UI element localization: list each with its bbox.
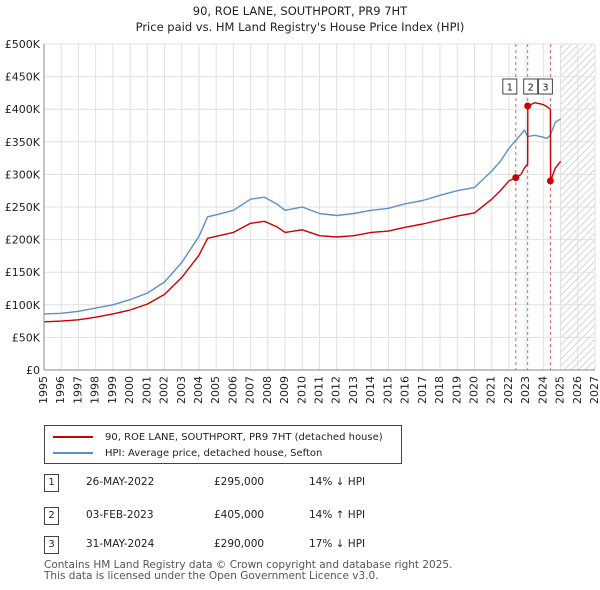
x-tick-label: 1998 — [89, 376, 102, 404]
y-tick-label: £200K — [5, 234, 41, 247]
x-tick-label: 2020 — [467, 376, 480, 404]
legend-label-property: 90, ROE LANE, SOUTHPORT, PR9 7HT (detach… — [105, 431, 383, 443]
x-tick-label: 1996 — [54, 376, 67, 404]
chart-subtitle: Price paid vs. HM Land Registry's House … — [136, 20, 465, 34]
transaction-box — [523, 78, 539, 95]
x-tick-label: 2006 — [226, 376, 239, 404]
transaction-hpi: 14% ↑ HPI — [309, 509, 366, 521]
transaction-box — [537, 78, 553, 95]
x-tick-label: 2017 — [416, 376, 429, 404]
x-tick-label: 2011 — [313, 376, 326, 404]
x-tick-label: 2013 — [347, 376, 360, 404]
transaction-hpi: 14% ↓ HPI — [309, 476, 366, 488]
x-tick-label: 2025 — [554, 376, 567, 404]
price-chart: 90, ROE LANE, SOUTHPORT, PR9 7HT Price p… — [5, 4, 600, 404]
transaction-box-label: 2 — [527, 83, 533, 94]
footer-licence: This data is licensed under the Open Gov… — [44, 570, 379, 582]
transaction-price: £405,000 — [214, 509, 265, 521]
transaction-price: £295,000 — [214, 476, 265, 488]
transaction-box-label: 3 — [542, 83, 548, 94]
transaction-marker-1: 1 — [44, 474, 59, 492]
x-tick-label: 2001 — [140, 376, 153, 404]
x-tick-label: 2010 — [295, 376, 308, 404]
transaction-point — [524, 102, 532, 110]
x-tick-label: 2012 — [330, 376, 343, 404]
x-tick-label: 2016 — [399, 376, 412, 404]
x-tick-label: 2027 — [588, 376, 600, 404]
legend-item-hpi: HPI: Average price, detached house, Seft… — [53, 445, 322, 461]
transaction-box — [502, 78, 518, 95]
y-tick-label: £0 — [26, 364, 40, 377]
legend-label-hpi: HPI: Average price, detached house, Seft… — [105, 447, 323, 459]
x-tick-label: 1997 — [71, 376, 84, 404]
x-tick-label: 2022 — [502, 376, 515, 404]
transaction-box-label: 1 — [507, 83, 513, 94]
x-tick-label: 2002 — [158, 376, 171, 404]
x-tick-label: 2026 — [571, 376, 584, 404]
chart-title: 90, ROE LANE, SOUTHPORT, PR9 7HT — [193, 4, 408, 18]
transaction-point — [546, 177, 554, 185]
y-tick-label: £250K — [5, 201, 41, 214]
y-tick-label: £150K — [5, 266, 41, 279]
transaction-marker-2: 2 — [44, 507, 59, 525]
legend-swatch-property — [53, 436, 93, 438]
x-tick-label: 2019 — [450, 376, 463, 404]
footer: Contains HM Land Registry data © Crown c… — [44, 560, 452, 582]
y-tick-label: £300K — [5, 168, 41, 181]
x-tick-label: 2024 — [536, 376, 549, 404]
y-tick-label: £100K — [5, 299, 41, 312]
x-tick-label: 2004 — [192, 376, 205, 404]
legend-item-property: 90, ROE LANE, SOUTHPORT, PR9 7HT (detach… — [53, 429, 383, 445]
transaction-hpi: 17% ↓ HPI — [309, 538, 366, 550]
x-tick-label: 2005 — [209, 376, 222, 404]
series-line-hpi — [43, 118, 561, 315]
y-tick-label: £350K — [5, 136, 41, 149]
series-line-property — [43, 101, 562, 323]
legend: 90, ROE LANE, SOUTHPORT, PR9 7HT (detach… — [44, 425, 402, 464]
x-tick-label: 2014 — [364, 376, 377, 404]
x-tick-label: 2015 — [381, 376, 394, 404]
transaction-row-3: 3 31-MAY-2024 £290,000 17% ↓ HPI — [44, 536, 564, 554]
transaction-price: £290,000 — [214, 538, 265, 550]
x-tick-label: 2023 — [519, 376, 532, 404]
transaction-point — [512, 174, 520, 182]
transaction-marker-3: 3 — [44, 536, 59, 554]
x-tick-label: 2018 — [433, 376, 446, 404]
transaction-row-2: 2 03-FEB-2023 £405,000 14% ↑ HPI — [44, 507, 564, 525]
legend-swatch-hpi — [53, 452, 93, 454]
x-tick-label: 1995 — [37, 376, 50, 404]
x-tick-label: 2000 — [123, 376, 136, 404]
transaction-date: 26-MAY-2022 — [86, 476, 155, 488]
x-tick-label: 2003 — [175, 376, 188, 404]
y-tick-label: £450K — [5, 71, 41, 84]
transaction-date: 03-FEB-2023 — [86, 509, 154, 521]
x-tick-label: 1999 — [106, 376, 119, 404]
transaction-row-1: 1 26-MAY-2022 £295,000 14% ↓ HPI — [44, 474, 564, 492]
y-tick-label: £500K — [5, 38, 41, 51]
y-tick-label: £50K — [12, 331, 41, 344]
y-tick-label: £400K — [5, 103, 41, 116]
transaction-date: 31-MAY-2024 — [86, 538, 155, 550]
footer-copyright: Contains HM Land Registry data © Crown c… — [44, 559, 453, 571]
x-tick-label: 2009 — [278, 376, 291, 404]
x-tick-label: 2007 — [244, 376, 257, 404]
x-tick-label: 2008 — [261, 376, 274, 404]
x-tick-label: 2021 — [485, 376, 498, 404]
